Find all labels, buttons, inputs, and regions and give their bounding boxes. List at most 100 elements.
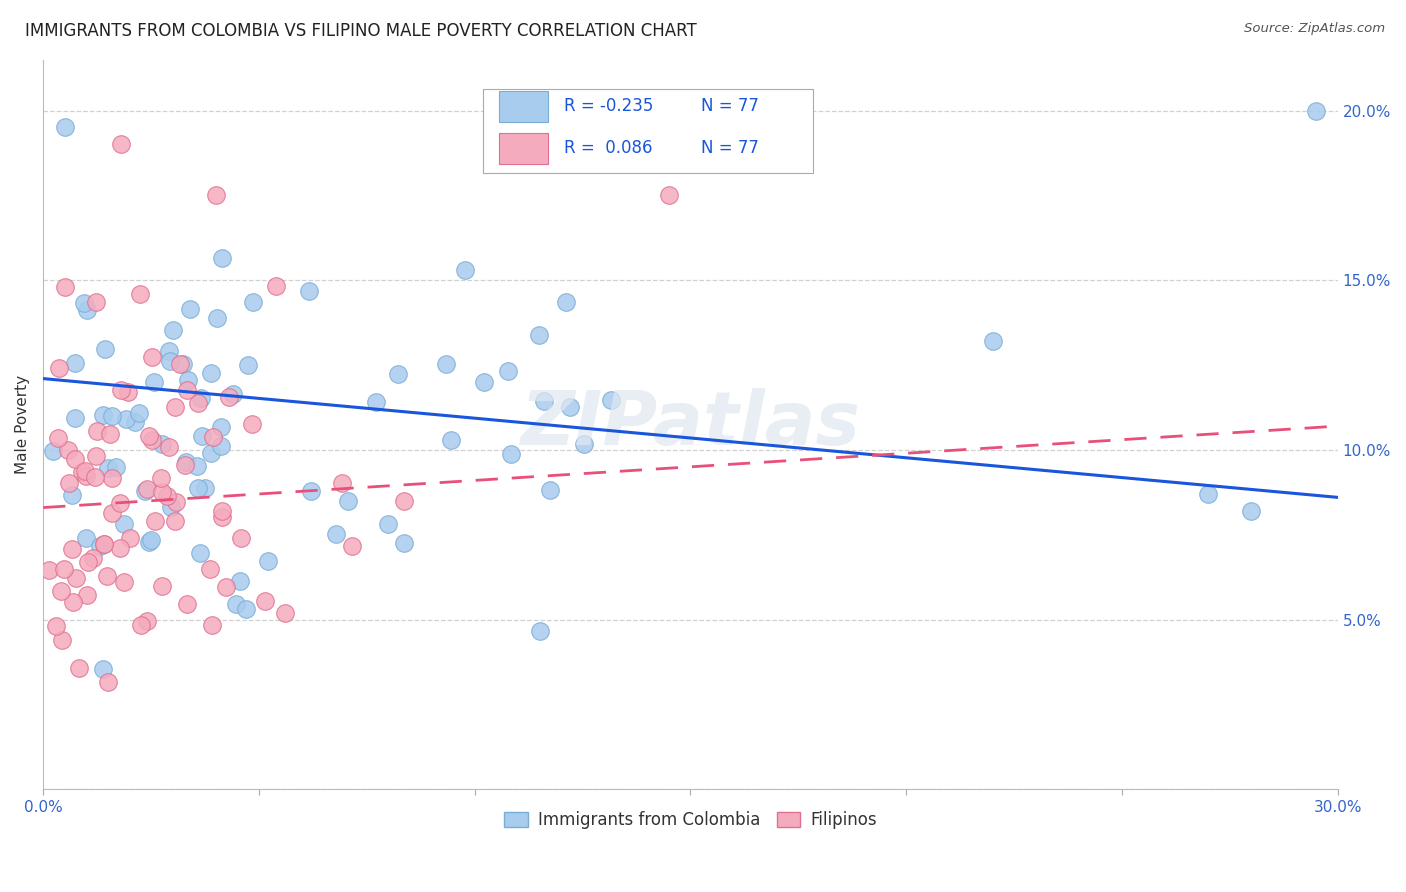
- Point: [538, 483, 561, 498]
- Point: [117, 385, 139, 400]
- Text: N = 77: N = 77: [700, 97, 759, 115]
- Point: [84, 449, 107, 463]
- Bar: [499, 91, 548, 122]
- Bar: [499, 133, 548, 164]
- Point: [225, 598, 247, 612]
- Point: [62, 594, 84, 608]
- Point: [45, 619, 67, 633]
- Point: [84, 470, 107, 484]
- Point: [254, 594, 277, 608]
- Point: [110, 383, 132, 397]
- Text: Source: ZipAtlas.com: Source: ZipAtlas.com: [1244, 22, 1385, 36]
- Point: [205, 310, 228, 325]
- Point: [187, 481, 209, 495]
- Point: [337, 494, 360, 508]
- Point: [52, 562, 75, 576]
- Point: [235, 601, 257, 615]
- Point: [163, 515, 186, 529]
- Point: [46, 431, 69, 445]
- Point: [75, 532, 97, 546]
- Point: [105, 459, 128, 474]
- Point: [138, 429, 160, 443]
- Point: [108, 496, 131, 510]
- Point: [1240, 504, 1263, 518]
- Point: [135, 614, 157, 628]
- Point: [496, 364, 519, 378]
- Point: [89, 539, 111, 553]
- Point: [93, 537, 115, 551]
- Point: [76, 588, 98, 602]
- Point: [82, 550, 104, 565]
- Point: [65, 571, 87, 585]
- Text: ZIPatlas: ZIPatlas: [520, 388, 860, 461]
- Point: [194, 481, 217, 495]
- Y-axis label: Male Poverty: Male Poverty: [15, 375, 30, 474]
- Point: [330, 475, 353, 490]
- Point: [201, 618, 224, 632]
- Point: [98, 427, 121, 442]
- Point: [53, 280, 76, 294]
- Point: [163, 400, 186, 414]
- Point: [159, 354, 181, 368]
- Point: [93, 408, 115, 422]
- Point: [501, 447, 523, 461]
- Point: [981, 334, 1004, 349]
- Point: [128, 287, 150, 301]
- Point: [218, 390, 240, 404]
- Point: [63, 451, 86, 466]
- Point: [529, 624, 551, 638]
- Point: [554, 295, 576, 310]
- Point: [527, 328, 550, 343]
- Point: [157, 440, 180, 454]
- Point: [242, 295, 264, 310]
- Point: [58, 475, 80, 490]
- Point: [141, 433, 163, 447]
- Point: [366, 395, 388, 409]
- Point: [86, 424, 108, 438]
- Point: [186, 458, 208, 473]
- Point: [91, 662, 114, 676]
- Point: [215, 580, 238, 594]
- Point: [93, 342, 115, 356]
- Point: [150, 485, 173, 500]
- Point: [156, 489, 179, 503]
- Point: [108, 541, 131, 556]
- Point: [96, 568, 118, 582]
- Point: [200, 445, 222, 459]
- Point: [162, 323, 184, 337]
- Point: [56, 443, 79, 458]
- Point: [77, 555, 100, 569]
- Point: [150, 579, 173, 593]
- Point: [48, 361, 70, 376]
- Point: [97, 675, 120, 690]
- Point: [198, 562, 221, 576]
- Point: [138, 535, 160, 549]
- Point: [200, 366, 222, 380]
- Point: [1305, 103, 1327, 118]
- Point: [209, 439, 232, 453]
- Point: [472, 375, 495, 389]
- Point: [533, 393, 555, 408]
- Point: [110, 137, 132, 152]
- Point: [299, 484, 322, 499]
- Point: [264, 279, 287, 293]
- Point: [70, 465, 93, 479]
- Point: [298, 284, 321, 298]
- Point: [173, 458, 195, 472]
- Point: [63, 356, 86, 370]
- Point: [172, 357, 194, 371]
- Point: [387, 368, 409, 382]
- Point: [60, 541, 83, 556]
- Point: [165, 495, 187, 509]
- Point: [242, 417, 264, 432]
- Bar: [484, 89, 814, 173]
- Point: [558, 401, 581, 415]
- Point: [238, 358, 260, 372]
- Point: [72, 295, 94, 310]
- Point: [211, 504, 233, 518]
- Point: [112, 517, 135, 532]
- Point: [115, 412, 138, 426]
- Point: [176, 383, 198, 397]
- Point: [325, 526, 347, 541]
- Point: [112, 575, 135, 590]
